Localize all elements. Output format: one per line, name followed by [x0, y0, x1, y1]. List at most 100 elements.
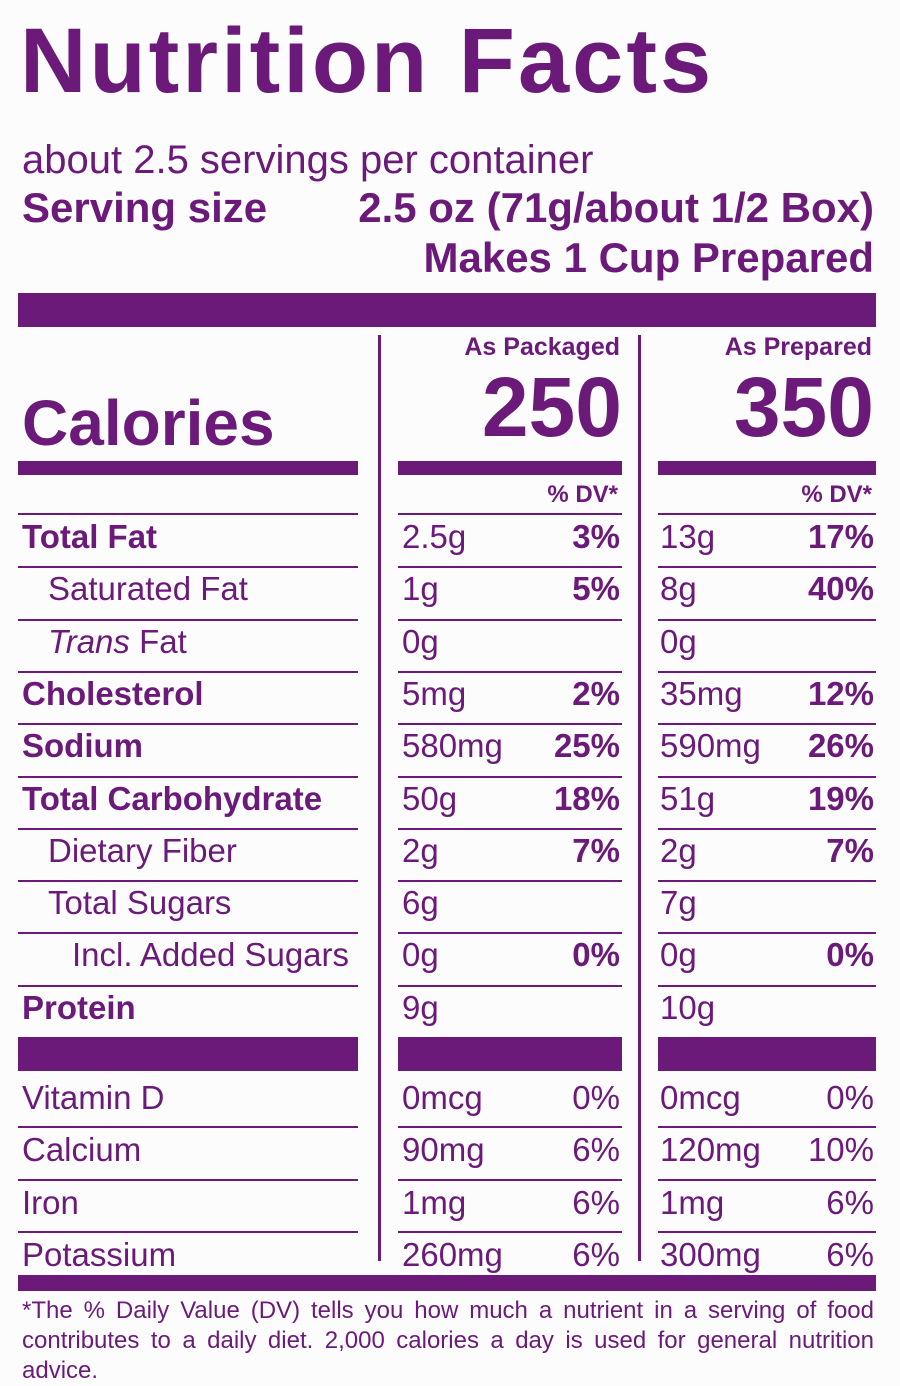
vitamin-iron-packaged-amount: 1mg: [402, 1183, 467, 1221]
nutrient-total-carbohydrate-label: Total Carbohydrate: [22, 779, 323, 817]
nutrient-sodium-rule-prepared: [658, 775, 876, 778]
nutrient-sodium-packaged-dv: 25%: [553, 727, 620, 765]
nutrient-total-sugars-packaged-amount: 6g: [402, 884, 439, 922]
vitamin-calcium-packaged-dv: 6%: [572, 1131, 620, 1169]
vitamin-vitamin-d-packaged-amount: 0mcg: [402, 1079, 483, 1116]
vitamin-calcium-rule-packaged: [398, 1178, 622, 1181]
nutrient-total-carbohydrate-prepared-amount: 51g: [660, 779, 716, 817]
vitamin-vitamin-d-prepared-amount: 0mcg: [660, 1079, 741, 1116]
nutrient-dietary-fiber-packaged-amount: 2g: [402, 831, 439, 869]
vitamin-iron-rule-prepared: [658, 1230, 876, 1233]
nutrient-trans-fat-label: Trans Fat: [48, 622, 187, 662]
nutrient-total-fat-prepared-dv: 17%: [807, 518, 874, 555]
nutrient-saturated-fat-packaged-dv: 5%: [572, 570, 620, 608]
nutrient-dietary-fiber-prepared-amount: 2g: [660, 831, 697, 869]
dv-heading-rule-label: [18, 513, 358, 515]
vitamin-calcium-prepared-dv: 10%: [807, 1131, 874, 1169]
vitamin-bar-prepared: [658, 1037, 876, 1071]
nutrient-cholesterol-prepared-amount: 35mg: [660, 674, 743, 712]
nutrient-cholesterol-prepared-dv: 12%: [807, 674, 874, 712]
dv-heading-rule-packaged: [398, 513, 622, 515]
calories-label: Calories: [22, 387, 275, 459]
nutrient-protein-label: Protein: [22, 988, 136, 1026]
nutrient-total-fat-packaged-dv: 3%: [572, 518, 620, 555]
nutrient-saturated-fat-rule-prepared: [658, 618, 876, 621]
nutrient-total-carbohydrate-rule-label: [18, 827, 358, 830]
vitamin-vitamin-d-prepared-dv: 0%: [826, 1079, 874, 1116]
nutrient-incl-added-sugars-prepared-amount: 0g: [660, 936, 697, 974]
vitamin-potassium-prepared-amount: 300mg: [660, 1235, 761, 1273]
column-divider-right: [638, 335, 641, 1261]
nutrient-incl-added-sugars-rule-prepared: [658, 984, 876, 987]
nutrient-saturated-fat-packaged-amount: 1g: [402, 570, 439, 608]
nutrient-trans-fat-rule-label: [18, 670, 358, 673]
makes-prepared: Makes 1 Cup Prepared: [423, 234, 874, 281]
vitamin-vitamin-d-packaged-dv: 0%: [572, 1079, 620, 1116]
nutrient-sodium-prepared-dv: 26%: [807, 727, 874, 765]
vitamin-bar-label: [18, 1037, 358, 1071]
nutrient-dietary-fiber-packaged-dv: 7%: [572, 831, 620, 869]
nutrient-total-sugars-rule-prepared: [658, 932, 876, 935]
nutrient-total-carbohydrate-packaged-amount: 50g: [402, 779, 458, 817]
vitamin-potassium-prepared-dv: 6%: [826, 1235, 874, 1273]
nutrient-saturated-fat-prepared-amount: 8g: [660, 570, 697, 608]
nutrient-cholesterol-rule-prepared: [658, 723, 876, 726]
nutrient-incl-added-sugars-rule-label: [18, 984, 358, 987]
calories-bar-packaged: [398, 461, 622, 475]
nutrient-sodium-label: Sodium: [22, 727, 143, 765]
vitamin-iron-prepared-dv: 6%: [826, 1183, 874, 1221]
dv-heading-rule-prepared: [658, 513, 876, 515]
vitamin-calcium-packaged-amount: 90mg: [402, 1131, 485, 1169]
nutrient-incl-added-sugars-packaged-amount: 0g: [402, 936, 439, 974]
nutrient-trans-fat-rule-prepared: [658, 670, 876, 673]
vitamin-iron-packaged-dv: 6%: [572, 1183, 620, 1221]
nutrient-incl-added-sugars-rule-packaged: [398, 984, 622, 987]
nutrient-trans-fat-packaged-amount: 0g: [402, 622, 439, 660]
vitamin-vitamin-d-rule-packaged: [398, 1126, 622, 1129]
nutrient-cholesterol-packaged-amount: 5mg: [402, 674, 467, 712]
nutrient-dietary-fiber-prepared-dv: 7%: [826, 831, 874, 869]
nutrient-dietary-fiber-rule-label: [18, 880, 358, 883]
nutrient-total-sugars-prepared-amount: 7g: [660, 884, 697, 922]
dv-heading-packaged: % DV*: [547, 481, 618, 508]
thick-divider-bottom: [18, 1275, 876, 1291]
nutrient-total-fat-packaged-amount: 2.5g: [402, 518, 467, 555]
nutrient-dietary-fiber-rule-packaged: [398, 880, 622, 883]
nutrient-cholesterol-rule-label: [18, 723, 358, 726]
vitamin-potassium-packaged-amount: 260mg: [402, 1235, 503, 1273]
label-title: Nutrition Facts: [20, 10, 715, 112]
vitamin-iron-rule-packaged: [398, 1230, 622, 1233]
nutrient-total-sugars-rule-label: [18, 932, 358, 935]
column-heading-packaged: As Packaged: [464, 333, 620, 361]
column-heading-prepared: As Prepared: [724, 333, 872, 361]
vitamin-calcium-rule-prepared: [658, 1178, 876, 1181]
nutrient-saturated-fat-rule-packaged: [398, 618, 622, 621]
nutrient-incl-added-sugars-packaged-dv: 0%: [572, 936, 620, 974]
vitamin-iron-label: Iron: [22, 1183, 79, 1221]
nutrient-saturated-fat-rule-label: [18, 618, 358, 621]
nutrient-total-sugars-rule-packaged: [398, 932, 622, 935]
nutrient-total-carbohydrate-rule-packaged: [398, 827, 622, 830]
vitamin-potassium-packaged-dv: 6%: [572, 1235, 620, 1273]
nutrient-total-fat-label: Total Fat: [22, 518, 158, 555]
nutrient-cholesterol-label: Cholesterol: [22, 674, 204, 712]
vitamin-vitamin-d-label: Vitamin D: [22, 1079, 165, 1116]
nutrient-sodium-rule-packaged: [398, 775, 622, 778]
nutrient-total-fat-rule-prepared: [658, 566, 876, 569]
nutrient-trans-fat-prepared-amount: 0g: [660, 622, 697, 660]
nutrient-saturated-fat-prepared-dv: 40%: [807, 570, 874, 608]
nutrient-trans-fat-italic-prefix: Trans: [48, 622, 130, 660]
nutrient-incl-added-sugars-prepared-dv: 0%: [826, 936, 874, 974]
nutrient-saturated-fat-label: Saturated Fat: [48, 570, 248, 608]
serving-size-value: 2.5 oz (71g/about 1/2 Box): [358, 184, 874, 231]
nutrient-trans-fat-rule-packaged: [398, 670, 622, 673]
nutrient-total-carbohydrate-packaged-dv: 18%: [553, 779, 620, 817]
calories-prepared: 350: [733, 360, 874, 454]
nutrient-total-fat-rule-label: [18, 566, 358, 569]
nutrient-total-carbohydrate-prepared-dv: 19%: [807, 779, 874, 817]
vitamin-calcium-prepared-amount: 120mg: [660, 1131, 761, 1169]
vitamin-vitamin-d-rule-prepared: [658, 1126, 876, 1129]
vitamin-iron-prepared-amount: 1mg: [660, 1183, 725, 1221]
footnote: *The % Daily Value (DV) tells you how mu…: [22, 1297, 874, 1384]
calories-bar-prepared: [658, 461, 876, 475]
